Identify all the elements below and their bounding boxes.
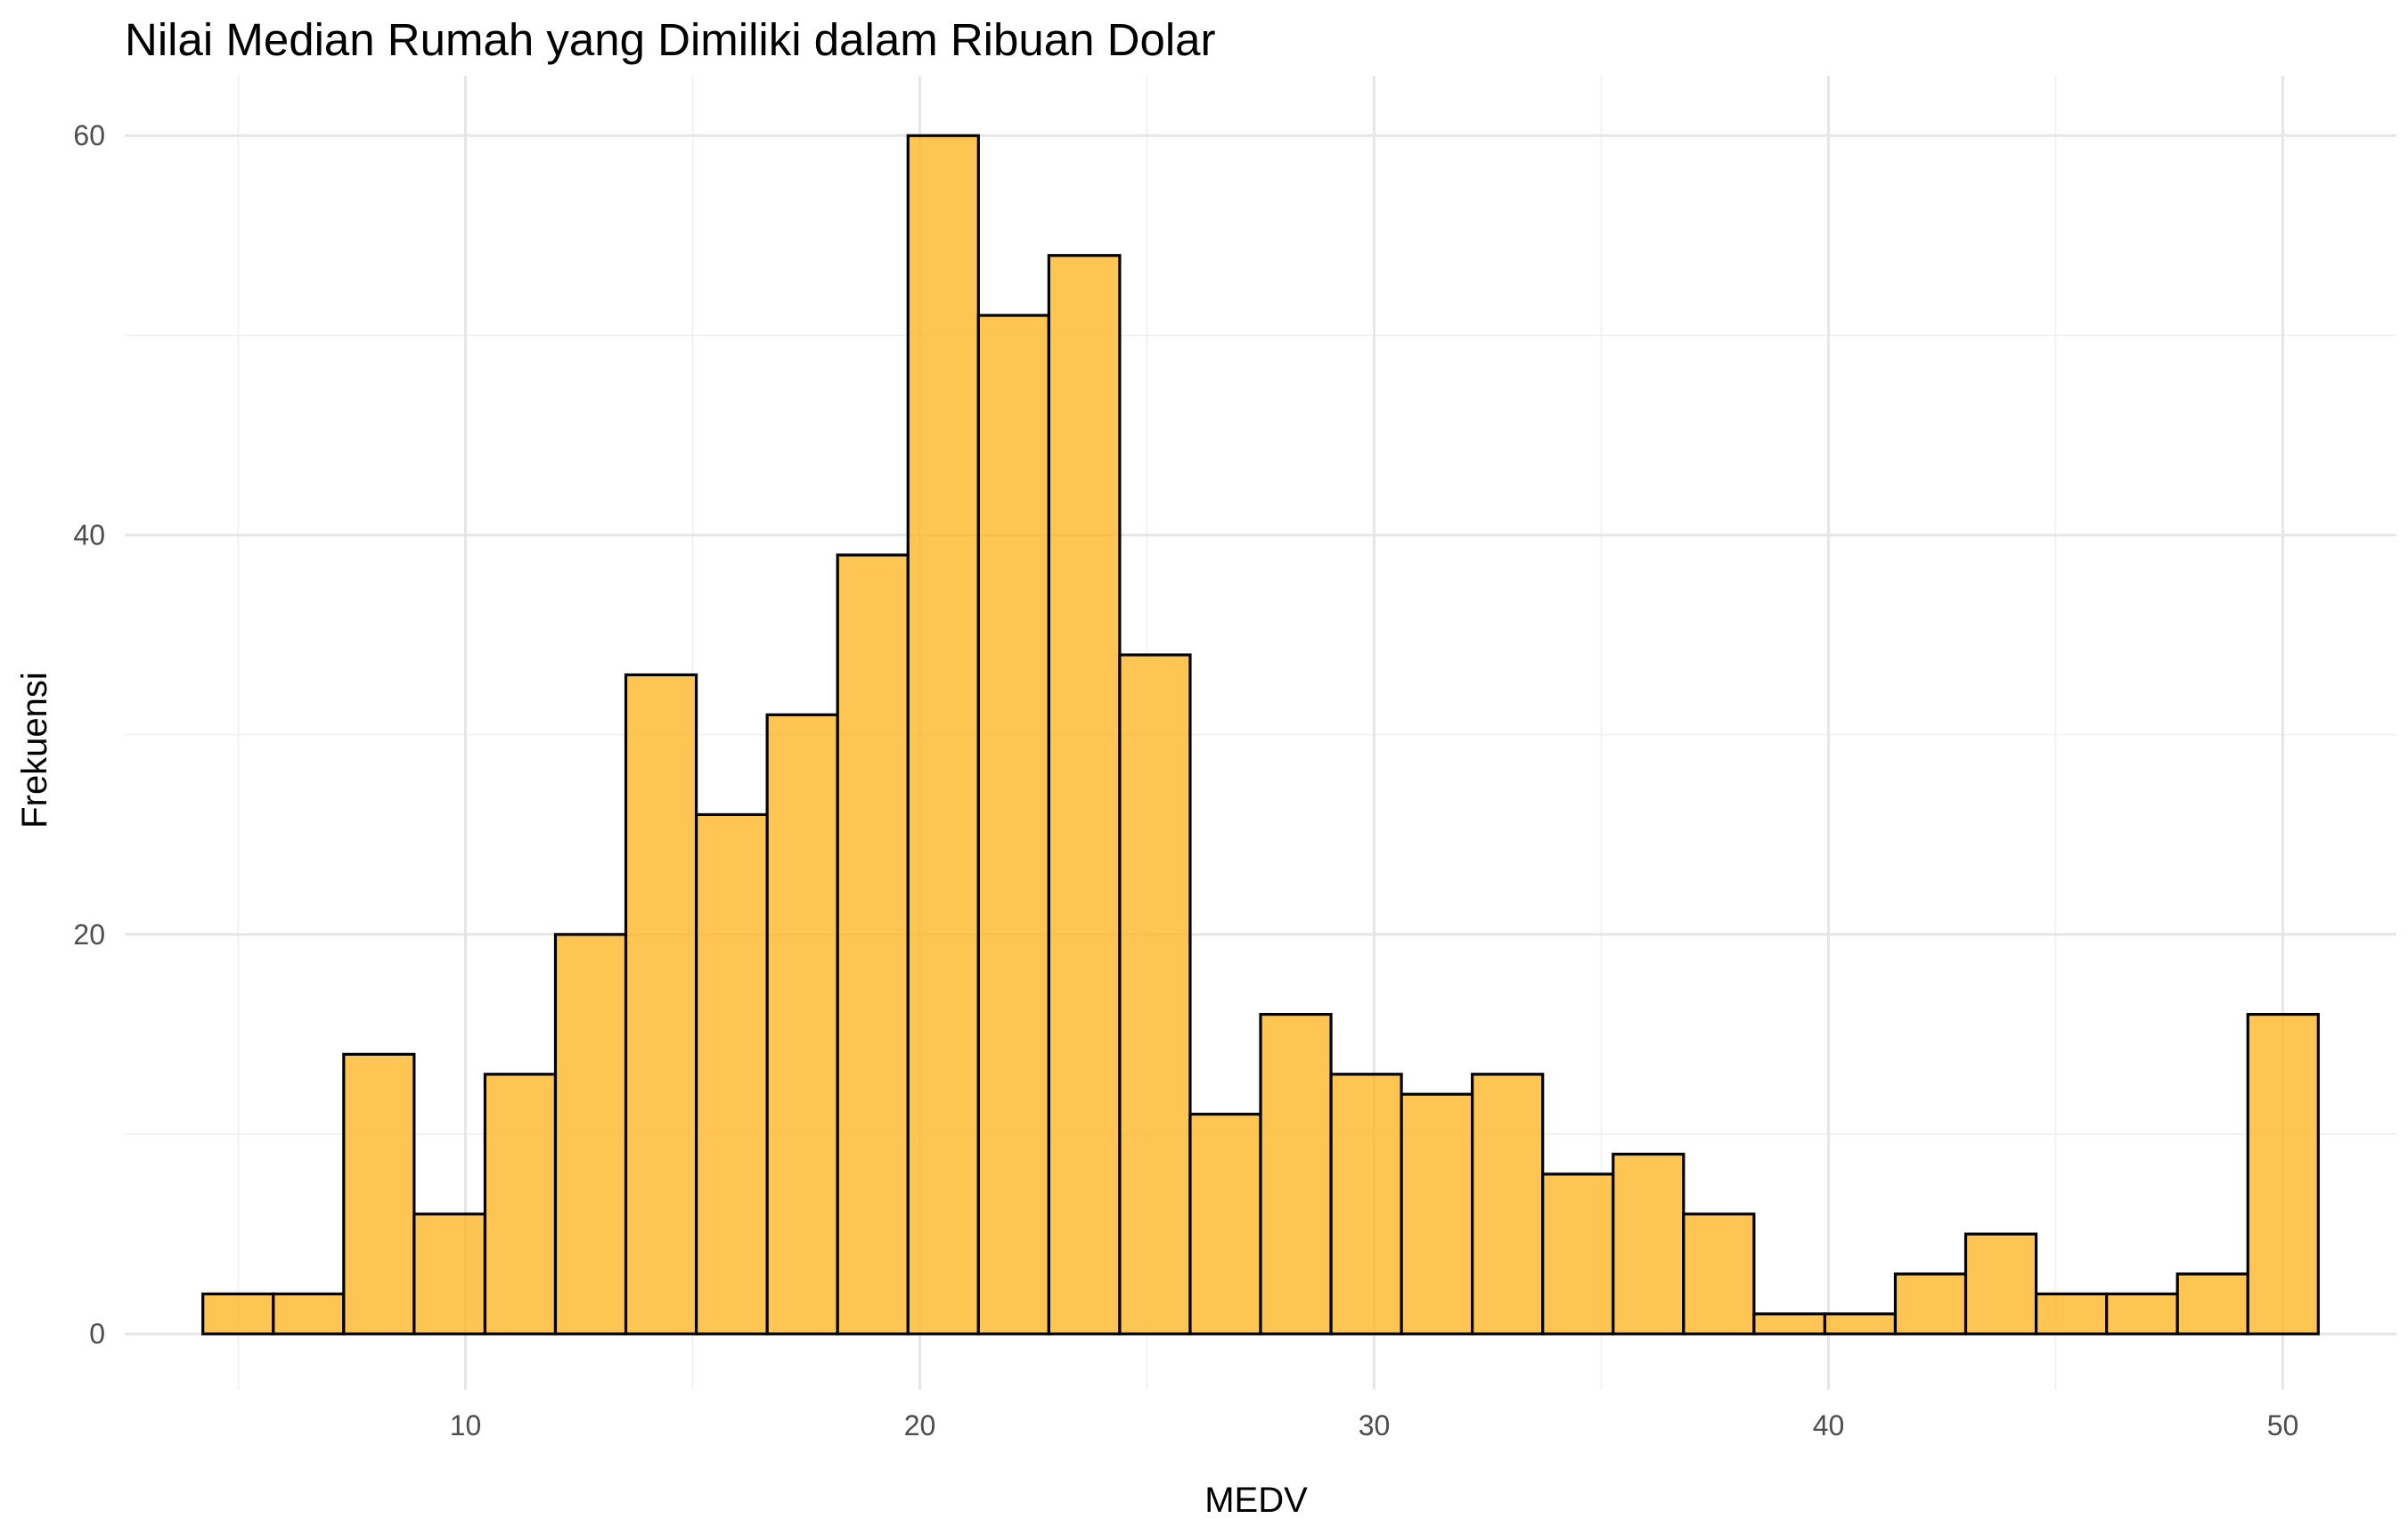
- histogram-bar: [342, 1052, 416, 1335]
- histogram-bar: [2175, 1272, 2249, 1335]
- histogram-bar: [694, 812, 769, 1335]
- histogram-bar: [553, 933, 628, 1335]
- x-tick-label: 20: [904, 1409, 936, 1441]
- x-tick-label: 40: [1813, 1409, 1845, 1441]
- histogram-bar: [2246, 1012, 2320, 1335]
- histogram-bar: [1400, 1092, 1474, 1335]
- chart-title: Nilai Median Rumah yang Dimiliki dalam R…: [125, 14, 1216, 65]
- histogram-bar: [1188, 1113, 1262, 1335]
- x-tick-label: 10: [450, 1409, 482, 1441]
- histogram-bar: [201, 1292, 275, 1335]
- histogram-bar: [765, 713, 839, 1335]
- y-tick-label: 40: [73, 519, 105, 551]
- y-tick-label: 60: [73, 119, 105, 151]
- histogram-bar: [1893, 1272, 1968, 1335]
- histogram-bar: [976, 314, 1050, 1335]
- y-axis-title: Frekuensi: [15, 672, 54, 829]
- y-axis-ticks: 0 20 40 60: [73, 119, 105, 1350]
- histogram-bar: [1118, 653, 1192, 1335]
- histogram-bar: [1471, 1073, 1545, 1335]
- y-tick-label: 0: [89, 1318, 105, 1350]
- histogram-bar: [1612, 1152, 1686, 1335]
- histogram-bar: [1047, 254, 1122, 1335]
- x-axis-ticks: 10 20 30 40 50: [450, 1409, 2299, 1441]
- histogram-bar: [1963, 1232, 2038, 1335]
- histogram-bar: [1329, 1073, 1403, 1335]
- x-tick-label: 30: [1359, 1409, 1391, 1441]
- histogram-bar: [483, 1073, 558, 1335]
- histogram-bar: [1752, 1312, 1827, 1335]
- x-axis-title: MEDV: [1204, 1481, 1308, 1520]
- histogram-bar: [624, 673, 698, 1335]
- x-tick-label: 50: [2267, 1409, 2299, 1441]
- histogram-bar: [412, 1212, 487, 1335]
- histogram-bar: [906, 134, 980, 1335]
- histogram-bar: [2034, 1292, 2109, 1335]
- histogram-bar: [1541, 1172, 1615, 1335]
- histogram-bar: [1682, 1212, 1756, 1335]
- histogram-bar: [836, 553, 910, 1335]
- histogram-bar: [272, 1292, 346, 1335]
- histogram-bar: [2105, 1292, 2179, 1335]
- histogram-bar: [1259, 1012, 1333, 1335]
- histogram-bar: [1823, 1312, 1898, 1335]
- histogram-bars: [201, 134, 2320, 1335]
- y-tick-label: 20: [73, 919, 105, 951]
